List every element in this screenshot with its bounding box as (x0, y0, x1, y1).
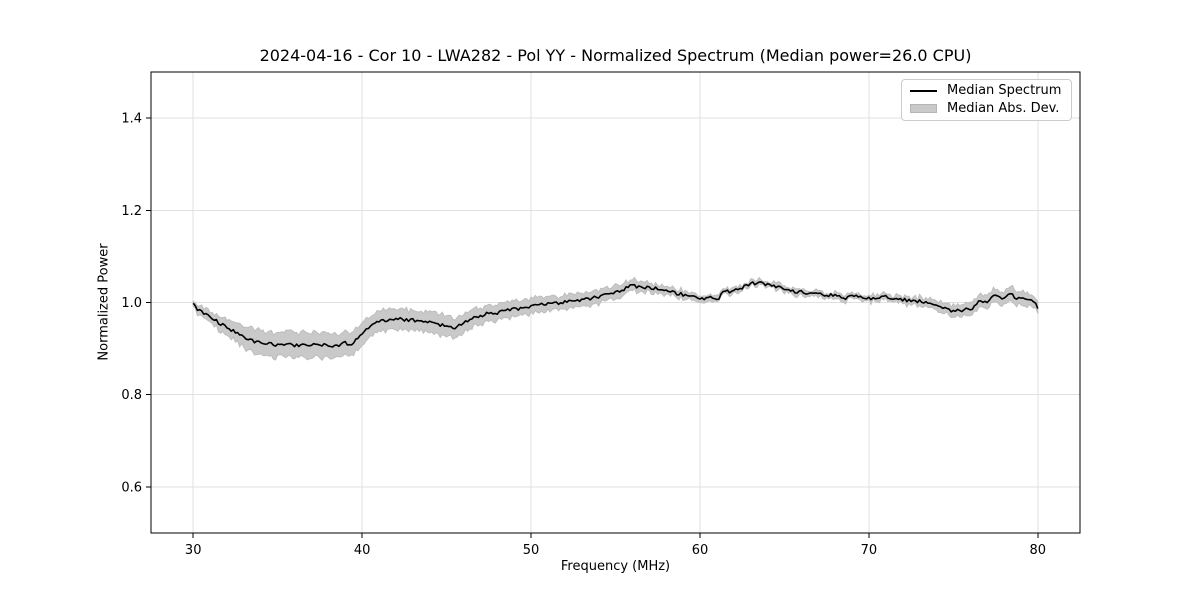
svg-text:1.0: 1.0 (121, 296, 142, 311)
svg-text:50: 50 (523, 543, 540, 558)
svg-text:80: 80 (1030, 543, 1047, 558)
median-spectrum-line (192, 281, 1039, 348)
y-axis-label: Normalized Power (96, 243, 112, 361)
median-abs-dev-band (192, 276, 1039, 361)
svg-text:70: 70 (861, 543, 878, 558)
svg-text:1.4: 1.4 (121, 112, 142, 127)
legend: Median Spectrum Median Abs. Dev. (901, 79, 1072, 121)
svg-text:60: 60 (692, 543, 709, 558)
svg-text:0.6: 0.6 (121, 480, 142, 495)
legend-item-median-abs-dev: Median Abs. Dev. (910, 101, 1067, 117)
legend-item-median-spectrum: Median Spectrum (910, 83, 1067, 99)
plot-title: 2024-04-16 - Cor 10 - LWA282 - Pol YY - … (259, 46, 972, 65)
svg-text:1.2: 1.2 (121, 204, 142, 219)
svg-text:40: 40 (354, 543, 371, 558)
legend-label-median-spectrum: Median Spectrum (947, 83, 1062, 99)
svg-text:30: 30 (185, 543, 202, 558)
tick-marks (146, 117, 1039, 538)
median-abs-dev-patch-swatch (910, 104, 937, 114)
median-spectrum-line-swatch (910, 90, 937, 93)
tick-labels: 30 40 50 60 70 80 0.6 0.8 1.0 1.2 1.4 (121, 112, 1046, 558)
svg-text:0.8: 0.8 (121, 388, 142, 403)
legend-label-median-abs-dev: Median Abs. Dev. (947, 100, 1060, 116)
x-axis-label: Frequency (MHz) (560, 559, 671, 574)
